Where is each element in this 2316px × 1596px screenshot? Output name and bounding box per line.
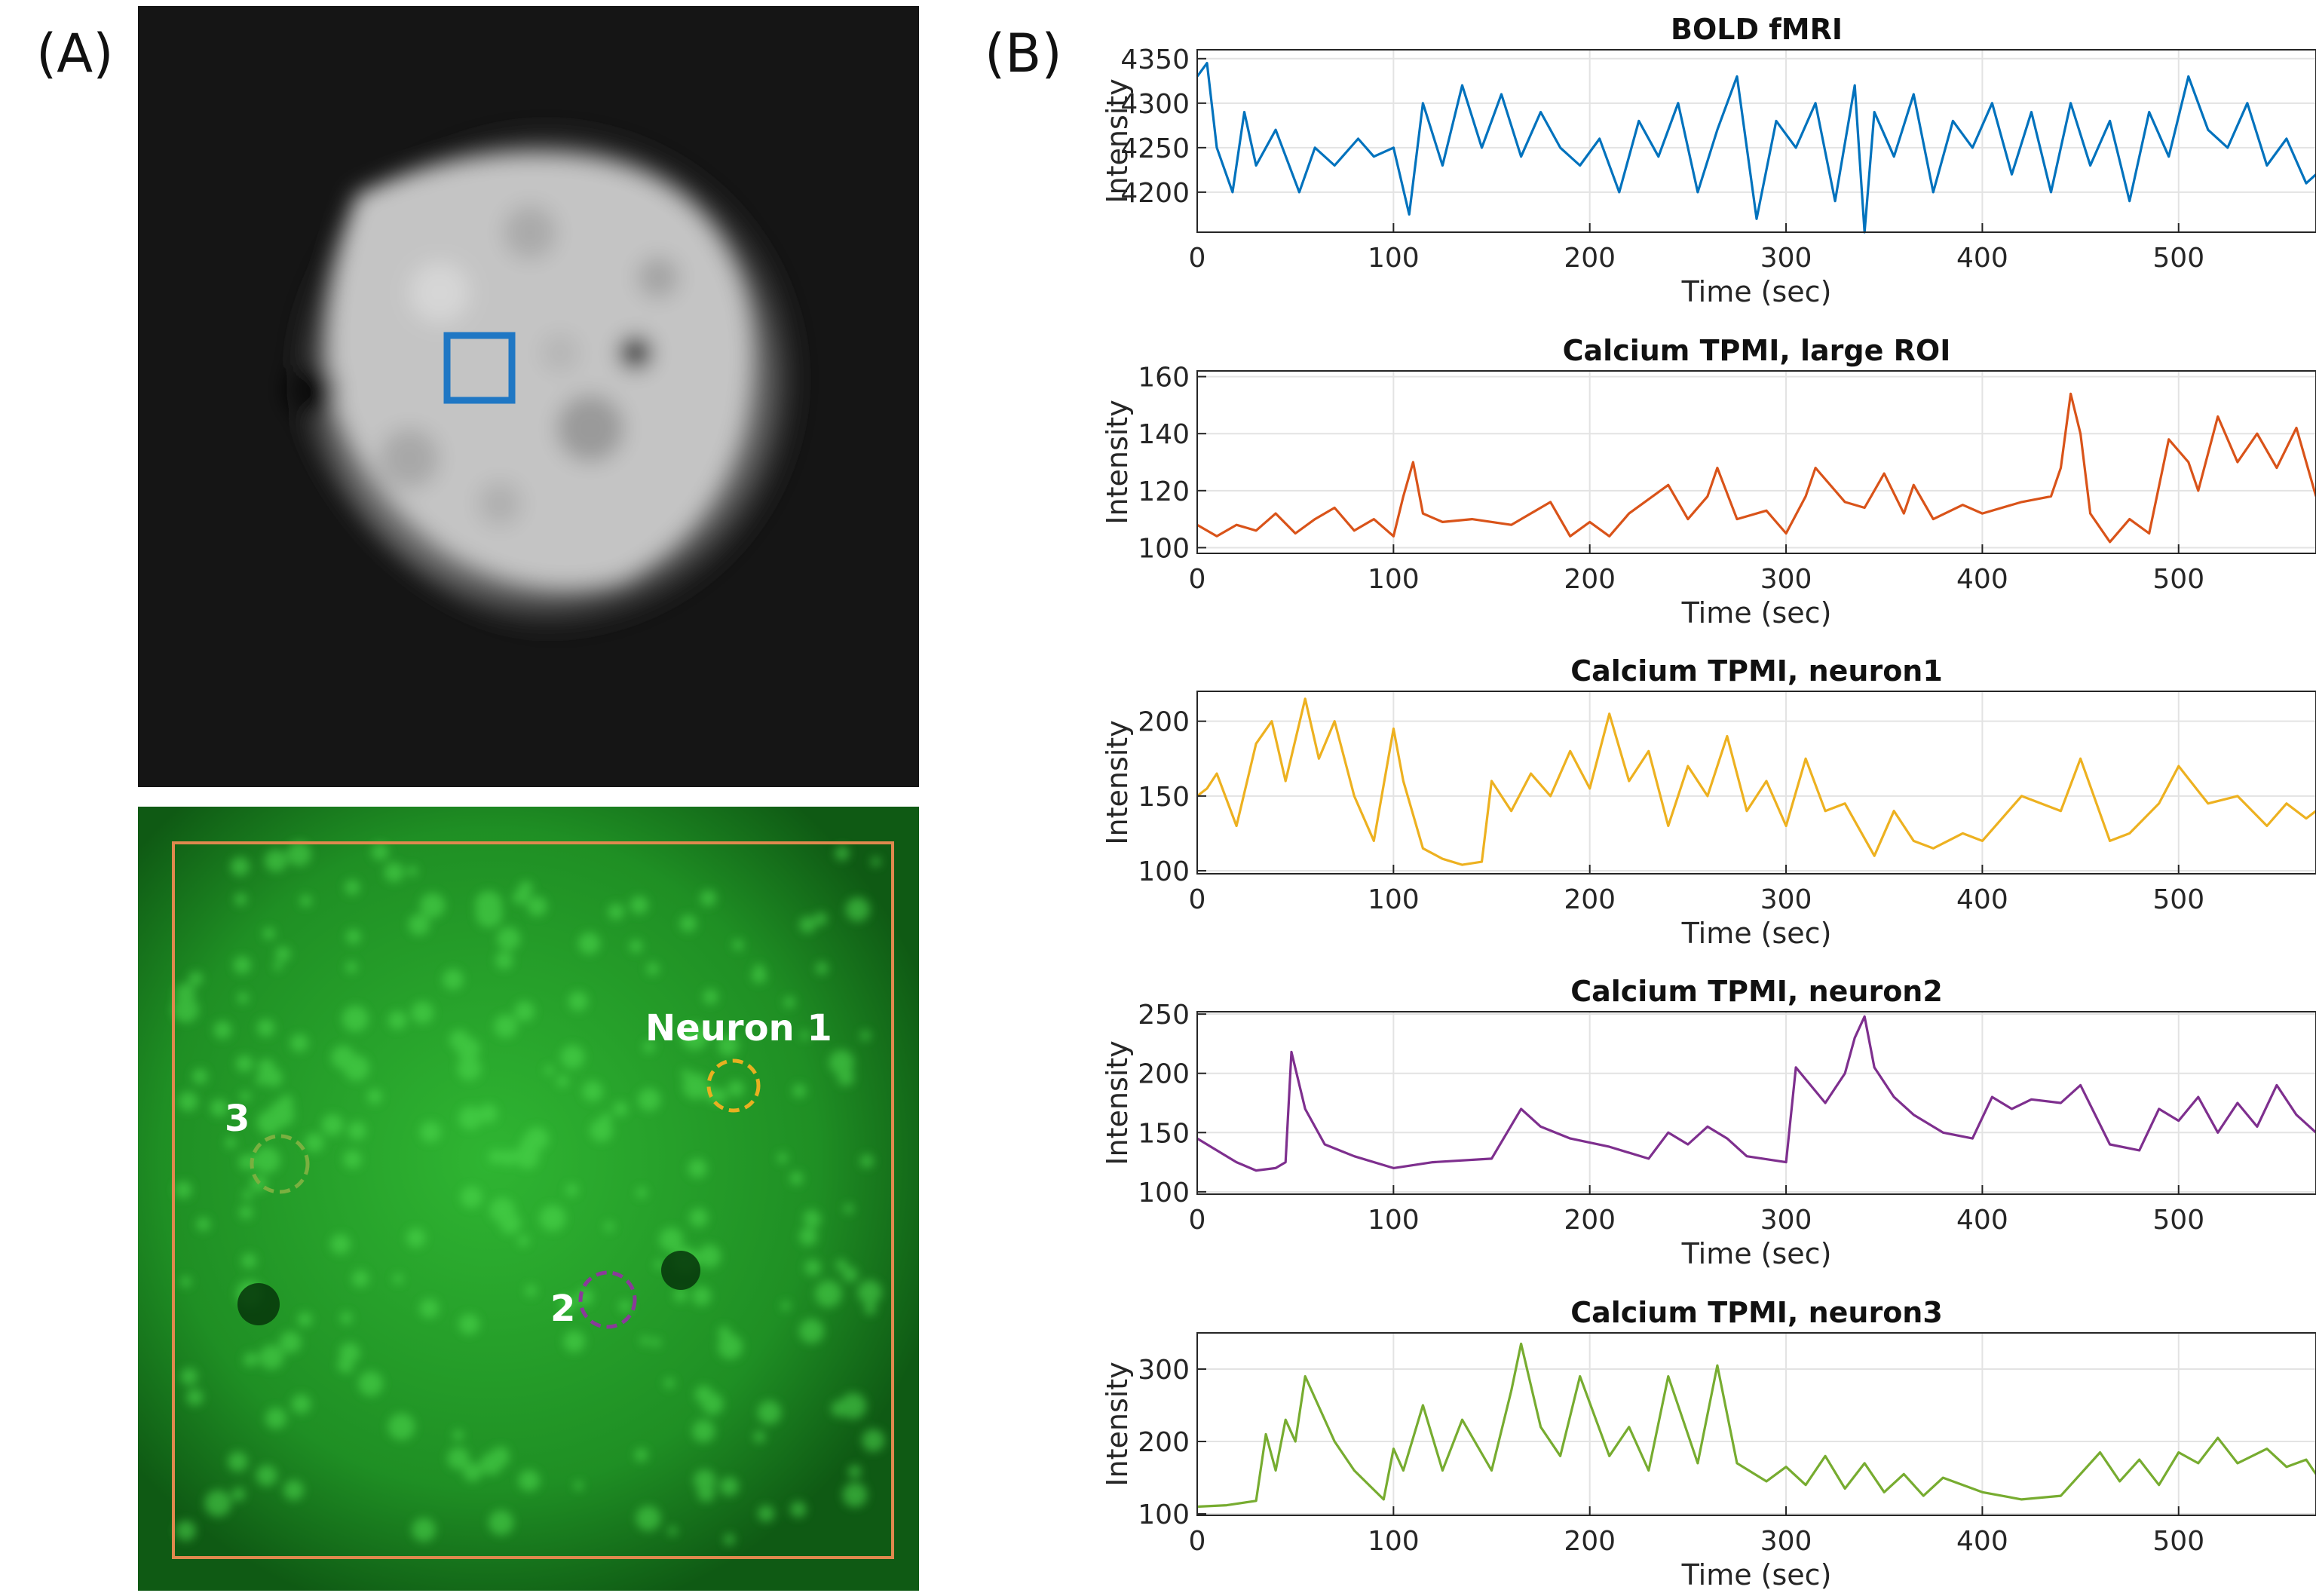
axes-box: [1196, 49, 2316, 233]
x-tick-label: 500: [2152, 1526, 2204, 1557]
x-tick-label: 0: [1189, 884, 1206, 915]
y-tick-label: 200: [1138, 1059, 1190, 1090]
calcium-tpmi-image: Neuron 1 2 3: [138, 807, 919, 1591]
y-tick-label: 4350: [1120, 44, 1190, 75]
y-axis-label: Intensity: [1101, 400, 1134, 524]
plot-area: [1197, 1012, 2316, 1194]
x-tick-label: 100: [1368, 1526, 1420, 1557]
series-line: [1196, 392, 2316, 544]
series-line: [1196, 1015, 2316, 1172]
y-tick-label: 4250: [1120, 133, 1190, 164]
plot-area: [1197, 691, 2316, 874]
x-tick-label: 400: [1956, 564, 2008, 595]
chart-1: 0 100 200 300 400 500 4200 4250 4300 4350 BOLD fMR…: [1101, 13, 2316, 308]
neuron2-label: 2: [550, 1288, 575, 1330]
x-tick-label: 400: [1956, 884, 2008, 915]
neuron1-label: Neuron 1: [645, 1007, 832, 1049]
x-tick-label: 500: [2152, 243, 2204, 274]
y-axis-label: Intensity: [1101, 1362, 1134, 1486]
y-axis-label: Intensity: [1101, 1040, 1134, 1165]
x-axis-label: Time (sec): [1681, 596, 1832, 630]
neuron1-roi: [706, 1058, 761, 1113]
tpmi-roi-box: [172, 841, 894, 1559]
x-axis-label: Time (sec): [1681, 275, 1832, 308]
x-tick-label: 100: [1368, 564, 1420, 595]
x-axis-label: Time (sec): [1681, 917, 1832, 950]
chart-title: Calcium TPMI, neuron3: [1570, 1296, 1943, 1329]
x-tick-label: 200: [1564, 564, 1616, 595]
y-tick-label: 100: [1138, 533, 1190, 564]
y-tick-label: 120: [1138, 476, 1190, 507]
y-tick-label: 4300: [1120, 89, 1190, 120]
series-line: [1196, 1342, 2316, 1509]
x-tick-label: 300: [1760, 1205, 1812, 1236]
y-tick-label: 150: [1138, 782, 1190, 813]
y-tick-label: 100: [1138, 1178, 1190, 1208]
chart-title: Calcium TPMI, large ROI: [1563, 334, 1951, 367]
neuron3-roi: [250, 1134, 310, 1194]
x-tick-label: 200: [1564, 1205, 1616, 1236]
x-tick-label: 300: [1760, 884, 1812, 915]
chart-title: Calcium TPMI, neuron1: [1570, 654, 1943, 688]
x-tick-label: 300: [1760, 243, 1812, 274]
x-tick-label: 0: [1189, 243, 1206, 274]
y-tick-label: 300: [1138, 1355, 1190, 1386]
y-tick-label: 4200: [1120, 178, 1190, 209]
y-tick-label: 250: [1138, 1000, 1190, 1031]
x-tick-label: 0: [1189, 564, 1206, 595]
axes-box: [1196, 1332, 2316, 1516]
panel-label-b: (B): [985, 23, 1062, 84]
series-line: [1196, 62, 2316, 234]
x-axis-label: Time (sec): [1681, 1558, 1832, 1591]
bold-fmri-image: [138, 6, 919, 787]
axes-box: [1196, 1011, 2316, 1195]
x-tick-label: 500: [2152, 884, 2204, 915]
y-tick-label: 150: [1138, 1118, 1190, 1149]
x-axis-label: Time (sec): [1681, 1237, 1832, 1270]
y-tick-label: 160: [1138, 363, 1190, 394]
x-tick-label: 200: [1564, 1526, 1616, 1557]
y-tick-label: 100: [1138, 856, 1190, 887]
panel-label-a: (A): [36, 23, 114, 84]
plot-area: [1197, 50, 2316, 232]
plot-area: [1197, 1333, 2316, 1515]
axes-box: [1196, 691, 2316, 875]
x-tick-label: 200: [1564, 884, 1616, 915]
series-line: [1196, 697, 2316, 866]
x-tick-label: 0: [1189, 1205, 1206, 1236]
x-tick-label: 400: [1956, 1205, 2008, 1236]
y-axis-label: Intensity: [1101, 720, 1134, 844]
chart-title: Calcium TPMI, neuron2: [1570, 975, 1943, 1008]
x-tick-label: 500: [2152, 564, 2204, 595]
x-tick-label: 100: [1368, 884, 1420, 915]
y-tick-label: 200: [1138, 1427, 1190, 1458]
x-tick-label: 100: [1368, 1205, 1420, 1236]
chart-title: BOLD fMRI: [1671, 13, 1843, 46]
x-tick-label: 0: [1189, 1526, 1206, 1557]
x-tick-label: 100: [1368, 243, 1420, 274]
y-tick-label: 200: [1138, 707, 1190, 738]
plot-area: [1197, 371, 2316, 553]
x-tick-label: 500: [2152, 1205, 2204, 1236]
y-axis-label: Intensity: [1101, 78, 1134, 203]
neuron2-roi: [578, 1270, 637, 1329]
x-tick-label: 300: [1760, 1526, 1812, 1557]
x-tick-label: 400: [1956, 1526, 2008, 1557]
x-tick-label: 400: [1956, 243, 2008, 274]
x-tick-label: 300: [1760, 564, 1812, 595]
x-tick-label: 200: [1564, 243, 1616, 274]
y-tick-label: 100: [1138, 1500, 1190, 1530]
y-tick-label: 140: [1138, 419, 1190, 450]
axes-box: [1196, 370, 2316, 554]
neuron3-label: 3: [225, 1098, 250, 1140]
bold-roi-box: [443, 332, 516, 404]
